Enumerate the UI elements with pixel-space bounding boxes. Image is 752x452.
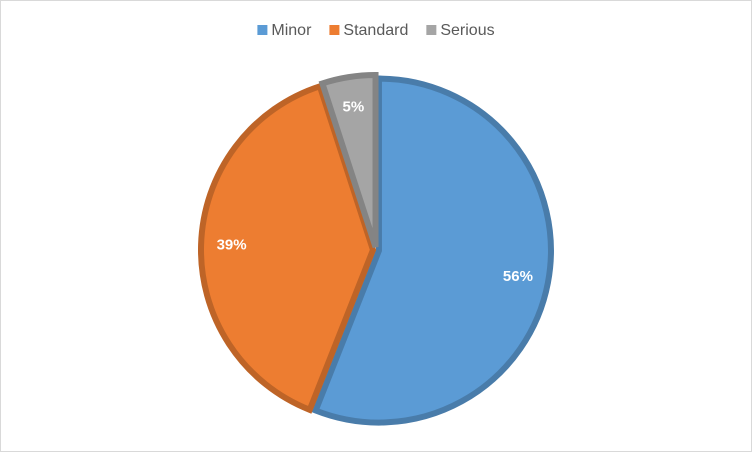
legend-label: Minor xyxy=(271,22,312,39)
data-label: 39% xyxy=(217,236,247,253)
data-label: 5% xyxy=(343,98,365,115)
legend-label: Standard xyxy=(343,22,408,39)
legend-swatch xyxy=(329,25,340,35)
legend-label: Serious xyxy=(440,22,494,39)
pie-slice xyxy=(311,75,554,426)
legend-swatch xyxy=(257,25,268,35)
data-label: 56% xyxy=(503,268,533,285)
legend-swatch xyxy=(426,25,437,35)
pie-slice xyxy=(318,72,379,248)
pie-slice xyxy=(198,82,377,414)
